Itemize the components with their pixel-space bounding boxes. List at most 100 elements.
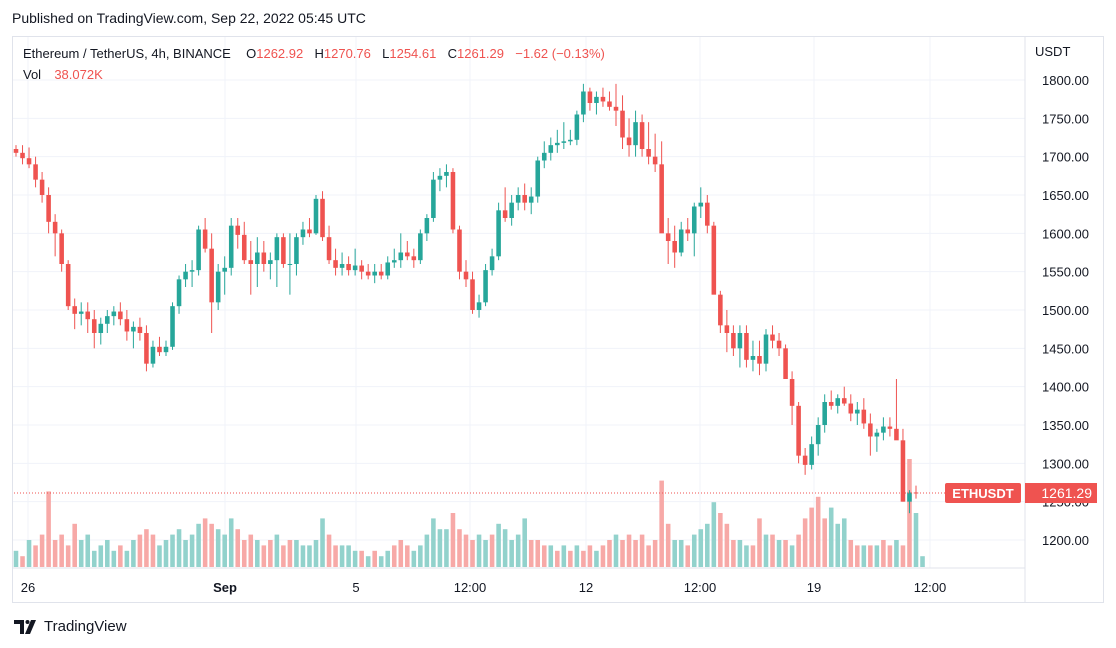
volume-bar-14 <box>105 540 110 567</box>
candle-body-63 <box>424 218 430 234</box>
candle-body-29 <box>202 229 208 249</box>
volume-bar-67 <box>450 513 456 567</box>
candle-body-14 <box>105 316 110 324</box>
volume-bar-56 <box>378 556 384 567</box>
volume-bar-11 <box>85 534 91 567</box>
volume-bar-31 <box>215 529 221 567</box>
close-label: C <box>447 46 457 61</box>
candle-body-116 <box>770 334 775 341</box>
candle-body-22 <box>157 346 162 353</box>
candle-body-83 <box>555 142 560 146</box>
candle-body-65 <box>437 175 443 180</box>
candle-body-60 <box>405 252 410 257</box>
volume-bar-63 <box>424 534 430 567</box>
ohlc-legend[interactable]: Ethereum / TetherUS, 4h, BINANCE O1262.9… <box>23 46 605 61</box>
volume-bar-61 <box>411 550 417 567</box>
volume-bar-109 <box>724 523 730 567</box>
candle-body-79 <box>528 196 534 203</box>
volume-bar-83 <box>555 550 560 567</box>
chart-frame[interactable] <box>12 36 1104 603</box>
candle-body-6 <box>52 221 58 234</box>
candle-body-75 <box>502 210 508 218</box>
volume-bar-126 <box>835 523 841 567</box>
grid <box>13 37 1025 568</box>
volume-bar-10 <box>78 540 84 567</box>
volume-bar-90 <box>600 545 606 567</box>
candle-body-16 <box>118 311 123 320</box>
candle-body-50 <box>339 264 345 268</box>
volume-bar-18 <box>131 540 136 567</box>
volume-bar-49 <box>333 545 338 567</box>
candle-body-55 <box>372 271 377 276</box>
volume-bar-110 <box>731 540 736 567</box>
volume-bar-133 <box>881 540 886 567</box>
candle-body-109 <box>724 325 730 333</box>
volume-bar-45 <box>307 545 312 567</box>
volume-bar-16 <box>118 545 123 567</box>
tradingview-footer[interactable]: TradingView <box>14 618 127 635</box>
candle-body-20 <box>144 333 149 364</box>
candle-body-105 <box>698 202 704 207</box>
volume-bar-28 <box>196 523 201 567</box>
candle-body-130 <box>861 409 867 424</box>
candle-body-47 <box>320 198 325 238</box>
volume-bar-3 <box>33 545 38 567</box>
volume-bar-33 <box>228 518 234 567</box>
volume-bar-55 <box>372 550 377 567</box>
candle-body-44 <box>300 229 306 238</box>
candle-body-13 <box>98 323 104 333</box>
y-tick-8: 1400.00 <box>1042 380 1089 395</box>
volume-bar-20 <box>144 529 149 567</box>
candle-body-46 <box>313 198 319 234</box>
candle-body-138 <box>913 492 919 494</box>
candle-body-129 <box>855 409 860 414</box>
volume-bar-72 <box>483 540 488 567</box>
volume-bar-17 <box>124 550 130 567</box>
candle-body-70 <box>470 279 475 310</box>
candle-body-3 <box>33 164 38 180</box>
volume-bar-54 <box>365 556 371 567</box>
candle-body-89 <box>594 96 599 103</box>
candle-body-112 <box>744 333 749 360</box>
price-tag-text: 1261.29 <box>1041 485 1092 501</box>
volume-bar-75 <box>502 529 508 567</box>
candle-body-131 <box>868 423 873 437</box>
volume-bar-107 <box>711 502 717 567</box>
candle-body-57 <box>385 262 391 276</box>
candle-body-94 <box>626 137 632 146</box>
volume-bar-48 <box>326 534 332 567</box>
candle-body-33 <box>228 225 234 268</box>
candle-body-48 <box>326 237 332 261</box>
volume-bar-37 <box>255 540 260 567</box>
x-tick-labels: 26 Sep 5 12:00 12 12:00 19 12:00 <box>21 580 947 595</box>
volume-legend[interactable]: Vol 38.072K <box>23 67 103 82</box>
candle-body-118 <box>783 348 788 379</box>
candle-body-91 <box>607 101 612 107</box>
volume-bar-81 <box>541 545 547 567</box>
candle-body-21 <box>150 346 156 364</box>
volume-bar-60 <box>405 545 410 567</box>
y-tick-10: 1300.00 <box>1042 456 1089 471</box>
volume-bar-130 <box>861 545 867 567</box>
volume-bar-70 <box>470 540 475 567</box>
candle-body-67 <box>450 172 456 230</box>
volume-bar-112 <box>744 545 749 567</box>
volume-bar-4 <box>39 534 45 567</box>
candle-body-104 <box>691 206 697 234</box>
x-tick-6: 19 <box>807 580 821 595</box>
volume-bar-79 <box>528 540 534 567</box>
candle-body-90 <box>600 96 606 102</box>
volume-bar-25 <box>176 529 182 567</box>
symbol-tag-text: ETHUSDT <box>952 486 1013 501</box>
volume-bar-23 <box>163 540 169 567</box>
candle-body-81 <box>541 152 547 161</box>
volume-bar-13 <box>98 545 104 567</box>
last-price-tag: ETHUSDT 1261.29 <box>945 483 1097 504</box>
brand-name: TradingView <box>44 618 127 635</box>
volume-bar-121 <box>802 518 808 567</box>
volume-bar-104 <box>691 534 697 567</box>
x-tick-1: Sep <box>213 580 237 595</box>
y-tick-4: 1600.00 <box>1042 226 1089 241</box>
candle-body-11 <box>85 311 91 320</box>
